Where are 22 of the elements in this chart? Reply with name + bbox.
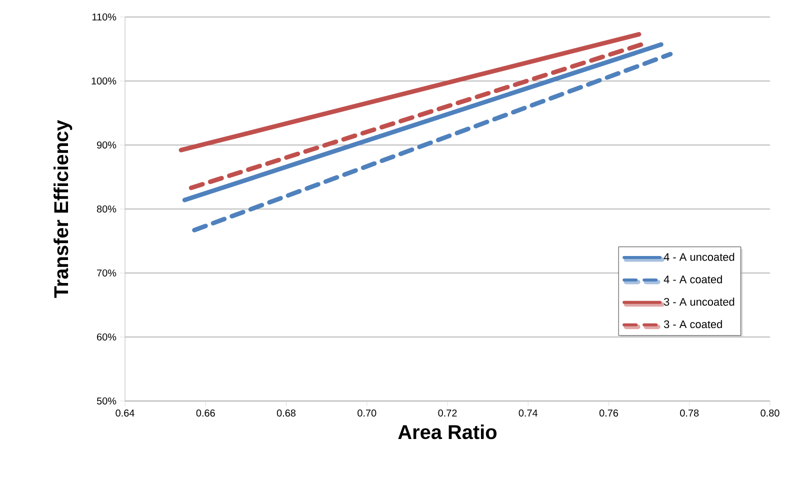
y-tick-label: 60% xyxy=(97,333,116,341)
y-tick-label: 80% xyxy=(96,205,116,213)
y-tick-label: 50% xyxy=(96,397,116,405)
y-axis-title: Transfer Efficiency xyxy=(54,120,72,298)
x-tick-label: 0.72 xyxy=(438,410,457,417)
y-tick-label: 70% xyxy=(97,269,116,277)
y-tick-label: 90% xyxy=(97,141,116,149)
x-tick-label: 0.68 xyxy=(276,410,296,417)
legend-label: 4 - A uncoated xyxy=(664,252,734,261)
y-tick-label: 110% xyxy=(92,13,116,21)
y-tick-label: 100% xyxy=(92,77,116,85)
x-axis-title: Area Ratio xyxy=(398,424,497,440)
x-tick-label: 0.76 xyxy=(599,410,618,417)
x-tick-label: 0.78 xyxy=(680,410,699,417)
legend-label: 4 - A coated xyxy=(664,275,722,284)
x-tick-label: 0.70 xyxy=(358,410,376,417)
x-tick-label: 0.66 xyxy=(196,410,215,417)
x-tick-label: 0.74 xyxy=(518,410,538,417)
legend-label: 3 - A uncoated xyxy=(664,298,734,306)
x-tick-label: 0.64 xyxy=(116,410,134,417)
x-tick-label: 0.80 xyxy=(760,410,780,417)
legend-label: 3 - A coated xyxy=(664,320,722,328)
